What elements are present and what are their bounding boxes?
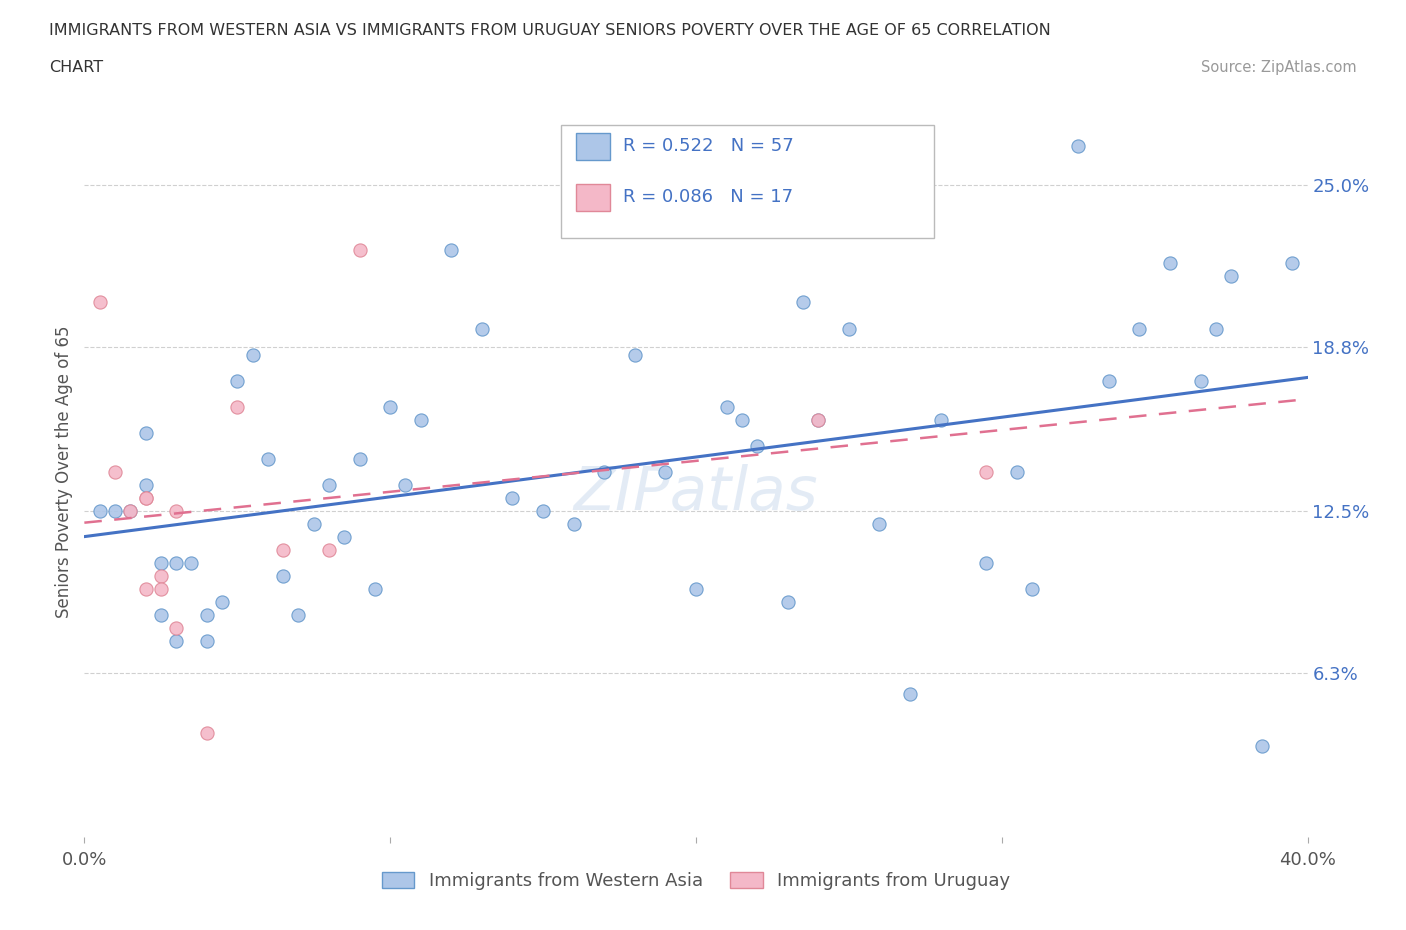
- Point: [929, 412, 952, 427]
- Point: [976, 556, 998, 571]
- Point: [593, 465, 616, 480]
- Text: R = 0.522   N = 57: R = 0.522 N = 57: [623, 138, 793, 155]
- Point: [394, 478, 416, 493]
- Point: [318, 543, 340, 558]
- Point: [1021, 582, 1043, 597]
- Point: [1220, 269, 1243, 284]
- Text: Source: ZipAtlas.com: Source: ZipAtlas.com: [1201, 60, 1357, 75]
- Point: [211, 595, 233, 610]
- Point: [89, 295, 111, 310]
- Point: [242, 347, 264, 362]
- Point: [1205, 321, 1227, 336]
- Point: [898, 686, 921, 701]
- Point: [149, 608, 172, 623]
- Point: [502, 491, 524, 506]
- Point: [624, 347, 647, 362]
- Point: [302, 517, 325, 532]
- Point: [380, 399, 402, 414]
- Point: [531, 504, 554, 519]
- Point: [716, 399, 738, 414]
- Point: [1189, 373, 1212, 388]
- Point: [195, 608, 218, 623]
- Bar: [576, 183, 610, 211]
- Point: [471, 321, 494, 336]
- Point: [1005, 465, 1028, 480]
- Text: CHART: CHART: [49, 60, 103, 75]
- Point: [120, 504, 142, 519]
- Point: [654, 465, 676, 480]
- Text: R = 0.086   N = 17: R = 0.086 N = 17: [623, 189, 793, 206]
- Text: IMMIGRANTS FROM WESTERN ASIA VS IMMIGRANTS FROM URUGUAY SENIORS POVERTY OVER THE: IMMIGRANTS FROM WESTERN ASIA VS IMMIGRAN…: [49, 23, 1050, 38]
- Point: [226, 373, 249, 388]
- Point: [149, 582, 172, 597]
- Point: [349, 243, 371, 258]
- Legend: Immigrants from Western Asia, Immigrants from Uruguay: Immigrants from Western Asia, Immigrants…: [374, 865, 1018, 897]
- Point: [257, 451, 280, 466]
- Point: [562, 517, 585, 532]
- Point: [180, 556, 202, 571]
- Point: [104, 465, 127, 480]
- Point: [135, 478, 157, 493]
- Point: [195, 634, 218, 649]
- Point: [776, 595, 799, 610]
- Point: [149, 556, 172, 571]
- Point: [271, 569, 294, 584]
- Point: [135, 491, 157, 506]
- Text: ZIPatlas: ZIPatlas: [574, 464, 818, 524]
- Point: [165, 504, 187, 519]
- Point: [807, 412, 830, 427]
- Point: [1159, 256, 1181, 271]
- Point: [165, 621, 187, 636]
- Bar: [561, 126, 935, 238]
- Point: [807, 412, 830, 427]
- Point: [1281, 256, 1303, 271]
- Bar: [576, 132, 610, 160]
- Point: [349, 451, 371, 466]
- Point: [1128, 321, 1150, 336]
- Point: [792, 295, 814, 310]
- Point: [287, 608, 309, 623]
- Point: [364, 582, 387, 597]
- Point: [226, 399, 249, 414]
- Point: [333, 530, 356, 545]
- Point: [165, 634, 187, 649]
- Point: [135, 582, 157, 597]
- Y-axis label: Seniors Poverty Over the Age of 65: Seniors Poverty Over the Age of 65: [55, 326, 73, 618]
- Point: [89, 504, 111, 519]
- Point: [838, 321, 860, 336]
- Point: [120, 504, 142, 519]
- Point: [165, 556, 187, 571]
- Point: [135, 425, 157, 440]
- Point: [1098, 373, 1121, 388]
- Point: [869, 517, 891, 532]
- Point: [271, 543, 294, 558]
- Point: [976, 465, 998, 480]
- Point: [318, 478, 340, 493]
- Point: [135, 491, 157, 506]
- Point: [1067, 139, 1090, 153]
- Point: [440, 243, 463, 258]
- Point: [1250, 738, 1272, 753]
- Point: [409, 412, 432, 427]
- Point: [685, 582, 707, 597]
- Point: [104, 504, 127, 519]
- Point: [149, 569, 172, 584]
- Point: [747, 438, 769, 453]
- Point: [195, 725, 218, 740]
- Point: [731, 412, 754, 427]
